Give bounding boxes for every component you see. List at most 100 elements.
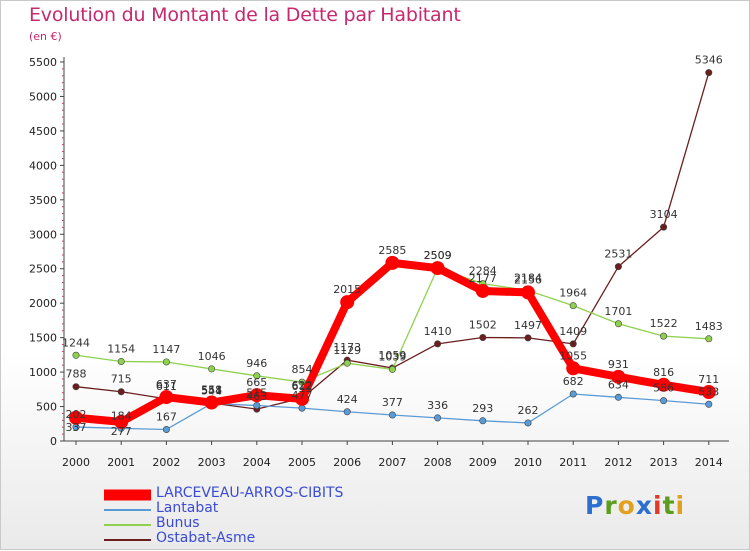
y-tick-label: 3500 — [29, 194, 57, 207]
data-label: 184 — [111, 409, 132, 422]
data-label: 1483 — [695, 320, 723, 333]
data-point — [253, 372, 261, 380]
data-label: 715 — [111, 373, 132, 386]
data-label: 637 — [156, 378, 177, 391]
data-point — [385, 255, 400, 270]
data-label: 854 — [292, 363, 313, 376]
data-label: 277 — [111, 425, 132, 438]
data-label: 2284 — [469, 265, 497, 278]
data-label: 1154 — [107, 342, 135, 355]
logo-letter: r — [604, 491, 618, 520]
data-label: 1701 — [604, 305, 632, 318]
logo-letter: i — [653, 491, 663, 520]
data-label: 167 — [156, 410, 177, 423]
legend-label: LARCEVEAU-ARROS-CIBITS — [156, 485, 344, 501]
x-tick-label: 2011 — [559, 456, 587, 469]
data-label: 816 — [653, 366, 674, 379]
data-point — [524, 334, 532, 342]
x-tick-label: 2002 — [152, 456, 180, 469]
data-point — [475, 283, 490, 298]
data-point — [524, 419, 532, 427]
data-label: 1059 — [378, 349, 406, 362]
x-tick-label: 2007 — [378, 456, 406, 469]
data-label: 931 — [608, 358, 629, 371]
data-label: 377 — [382, 396, 403, 409]
data-point — [569, 390, 577, 398]
data-point — [295, 391, 309, 406]
data-label: 946 — [246, 357, 267, 370]
x-tick-label: 2003 — [198, 456, 226, 469]
logo-letter: P — [585, 491, 605, 520]
data-label: 5346 — [695, 54, 723, 67]
data-label: 634 — [608, 378, 629, 391]
data-label: 477 — [292, 389, 313, 402]
legend-label: Lantabat — [156, 500, 219, 516]
data-point — [343, 408, 351, 416]
data-point — [162, 425, 170, 433]
data-label: 336 — [427, 399, 448, 412]
x-tick-label: 2004 — [243, 456, 271, 469]
data-point — [614, 320, 622, 328]
x-tick-label: 2013 — [650, 456, 678, 469]
data-point — [521, 285, 535, 300]
y-tick-label: 5500 — [29, 56, 57, 69]
data-label: 2585 — [378, 244, 406, 257]
data-point — [162, 358, 170, 366]
data-label: 262 — [518, 404, 539, 417]
data-label: 1409 — [559, 325, 587, 338]
data-point — [705, 69, 713, 77]
y-tick-label: 4500 — [29, 125, 57, 138]
x-tick-label: 2010 — [514, 456, 542, 469]
legend-label: Bunus — [156, 515, 200, 531]
data-point — [566, 361, 581, 376]
y-tick-label: 2500 — [29, 263, 57, 276]
data-label: 2015 — [333, 283, 361, 296]
data-point — [611, 369, 626, 384]
data-point — [660, 223, 668, 231]
x-tick-label: 2014 — [695, 456, 723, 469]
x-tick-label: 2006 — [333, 456, 361, 469]
y-tick-label: 3000 — [29, 228, 57, 241]
data-point — [249, 388, 264, 403]
y-tick-label: 500 — [36, 401, 57, 414]
data-point — [660, 397, 668, 405]
proxiti-logo: Proxiti — [585, 491, 685, 520]
data-label: 665 — [246, 376, 267, 389]
data-label: 463 — [246, 390, 267, 403]
data-point — [479, 333, 487, 341]
x-tick-label: 2001 — [107, 456, 135, 469]
data-point — [569, 340, 577, 348]
legend-label: Ostabat-Asme — [156, 530, 256, 546]
data-point — [298, 378, 306, 386]
x-tick-label: 2000 — [62, 456, 90, 469]
x-tick-label: 2005 — [288, 456, 316, 469]
data-label: 293 — [472, 402, 493, 415]
data-point — [614, 393, 622, 401]
data-label: 1244 — [62, 336, 90, 349]
data-label: 1410 — [424, 325, 452, 338]
data-label: 544 — [201, 385, 222, 398]
data-label: 2531 — [604, 248, 632, 261]
data-point — [114, 414, 129, 429]
data-label: 2156 — [514, 273, 542, 286]
x-tick-label: 2008 — [424, 456, 452, 469]
data-point — [569, 302, 577, 310]
x-tick-label: 2009 — [469, 456, 497, 469]
data-point — [430, 261, 445, 276]
data-point — [253, 402, 261, 410]
data-point — [701, 385, 716, 400]
data-label: 612 — [292, 380, 313, 393]
data-label: 551 — [201, 384, 222, 397]
data-point — [72, 383, 80, 391]
y-tick-label: 2000 — [29, 297, 57, 310]
data-label: 424 — [337, 393, 358, 406]
data-point — [614, 263, 622, 271]
data-point — [117, 357, 125, 365]
data-label: 533 — [698, 385, 719, 398]
data-point — [434, 414, 442, 422]
y-tick-label: 4000 — [29, 159, 57, 172]
data-label: 1147 — [152, 343, 180, 356]
logo-letter: i — [675, 491, 686, 520]
